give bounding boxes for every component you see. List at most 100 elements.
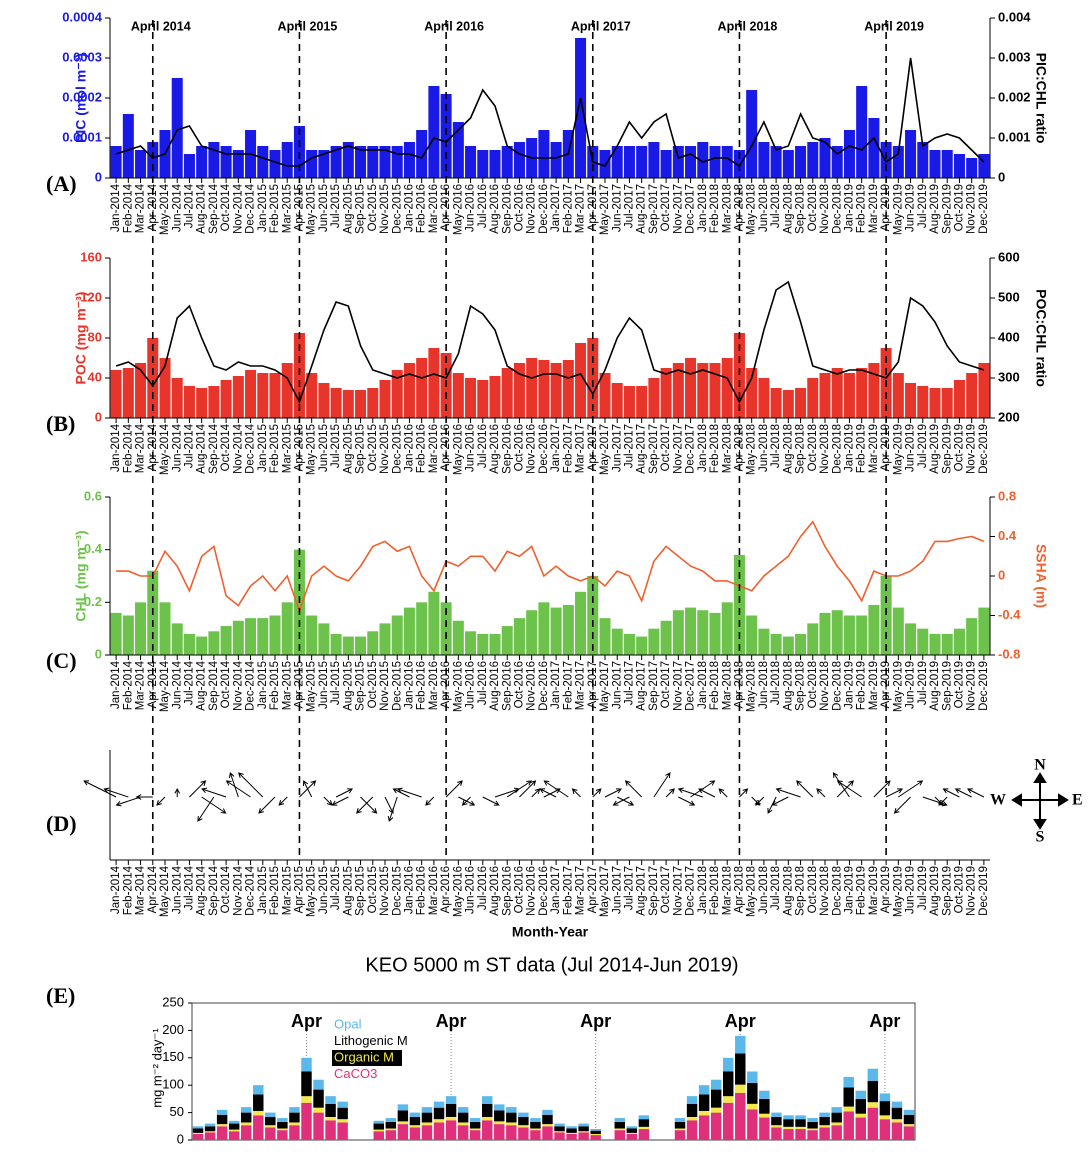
bar <box>953 628 965 655</box>
stack-segment <box>795 1115 806 1120</box>
x-tick-label: May-2014 <box>159 183 171 235</box>
x-tick-label: Jan-2018 <box>697 184 709 232</box>
x-axis-title: Month-Year <box>512 924 589 940</box>
bar <box>306 150 318 178</box>
stack-segment <box>373 1129 384 1132</box>
bar <box>672 363 684 418</box>
stack-segment <box>855 1113 866 1118</box>
x-tick-label: Apr-2019 <box>880 866 892 913</box>
stack-segment <box>253 1115 264 1140</box>
plot-frame <box>191 1002 916 1141</box>
x-tick-label: Sep-2018 <box>795 661 807 711</box>
stack-segment <box>228 1123 240 1130</box>
stack-segment <box>638 1126 650 1130</box>
bar <box>672 146 684 178</box>
stack-segment <box>397 1104 409 1111</box>
bar <box>978 363 990 418</box>
x-tick-label: Nov-2018 <box>819 866 831 916</box>
bar <box>880 142 892 178</box>
x-tick-label: Dec-2019 <box>978 184 990 234</box>
stack-segment <box>397 1121 409 1125</box>
x-tick-label: Oct-2019 <box>953 866 965 913</box>
x-tick-label: Apr-2019 <box>880 184 892 231</box>
x-tick-label: Dec-2015 <box>391 866 403 916</box>
legend-label: Organic M <box>334 1049 394 1064</box>
x-tick-label: Dec-2014 <box>245 423 257 473</box>
stack-segment <box>421 1107 433 1113</box>
bar <box>122 368 134 418</box>
stack-segment <box>747 1109 758 1140</box>
x-tick-label: Jun-2017 <box>611 866 623 914</box>
stack-segment <box>590 1135 601 1140</box>
y-tick-label: 40 <box>88 369 102 384</box>
x-tick-label: Oct-2017 <box>660 661 672 708</box>
x-tick-label: Feb-2016 <box>416 866 428 915</box>
bar <box>575 38 587 178</box>
x-tick-label: Jul-2015 <box>330 184 342 228</box>
x-tick-label: Jun-2018 <box>758 866 770 914</box>
stack-segment <box>795 1129 806 1140</box>
x-tick-label: Jan-2014 <box>110 865 122 914</box>
stack-segment <box>795 1119 806 1127</box>
x-tick-label: Feb-2015 <box>269 661 281 710</box>
wind-vector <box>225 780 251 798</box>
x-tick-label: Aug-2016 <box>489 184 501 234</box>
bar <box>660 368 672 418</box>
x-tick-label: Sep-2016 <box>501 184 513 234</box>
stack-segment <box>313 1107 324 1113</box>
bar <box>220 626 232 655</box>
panel-label: (D) <box>46 811 77 836</box>
stack-segment <box>638 1115 650 1120</box>
y-tick-label: 200 <box>162 1022 184 1037</box>
x-tick-label: May-2014 <box>159 865 171 917</box>
x-tick-label: Jul-2018 <box>770 184 782 228</box>
stack-segment <box>457 1122 469 1126</box>
bar <box>636 636 648 655</box>
x-tick-label: Mar-2019 <box>868 661 880 710</box>
stack-segment <box>843 1106 854 1112</box>
wind-vector <box>201 787 227 798</box>
x-tick-label: Mar-2016 <box>428 424 440 473</box>
stack-segment <box>506 1125 517 1140</box>
stack-segment <box>313 1089 324 1108</box>
stack-segment <box>421 1125 433 1140</box>
bar <box>819 373 831 418</box>
bar <box>428 348 440 418</box>
bar <box>367 631 379 655</box>
x-tick-label: Apr-2014 <box>147 183 159 231</box>
wind-vector <box>335 788 354 798</box>
x-tick-label: Mar-2015 <box>281 424 293 473</box>
stack-segment <box>554 1123 565 1127</box>
x-tick-label: Jul-2019 <box>917 184 929 228</box>
wind-vector <box>482 796 500 806</box>
y-tick-label: 0 <box>95 409 102 424</box>
wind-vector <box>360 796 378 814</box>
wind-vector <box>425 796 435 806</box>
stack-segment <box>626 1126 638 1129</box>
bar <box>807 378 819 418</box>
stack-segment <box>289 1112 300 1123</box>
bar <box>929 150 941 178</box>
stack-segment <box>289 1122 300 1126</box>
stack-segment <box>614 1128 625 1131</box>
stack-segment <box>494 1110 505 1122</box>
bar <box>391 146 403 178</box>
compass-n: N <box>1034 757 1046 774</box>
bar <box>318 150 330 178</box>
x-tick-label: Jun-2017 <box>611 424 623 472</box>
bar <box>892 373 904 418</box>
bar <box>403 607 415 655</box>
stack-segment <box>735 1035 746 1054</box>
x-tick-label: Dec-2016 <box>538 661 550 711</box>
stack-segment <box>397 1124 409 1140</box>
stack-segment <box>710 1079 722 1090</box>
stack-segment <box>674 1130 686 1140</box>
stack-segment <box>253 1094 264 1111</box>
bar <box>795 388 807 418</box>
bar <box>856 368 868 418</box>
x-tick-label: Jan-2017 <box>550 661 562 709</box>
bar <box>685 358 697 418</box>
wind-vector <box>653 772 671 798</box>
bar <box>232 150 244 178</box>
bar <box>367 388 379 418</box>
